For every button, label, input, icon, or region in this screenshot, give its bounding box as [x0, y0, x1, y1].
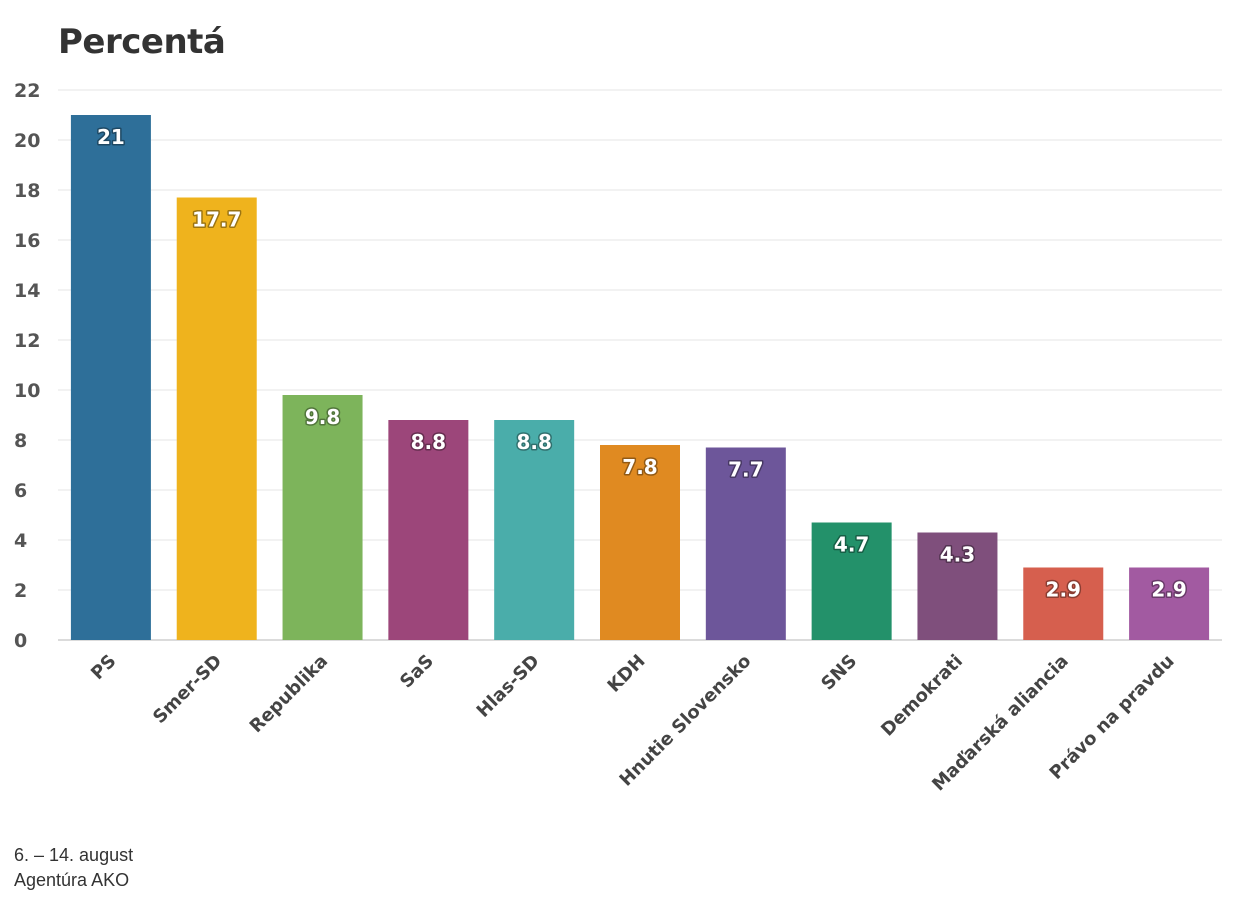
- bar-value-label: 21: [97, 125, 125, 149]
- y-tick-label: 20: [14, 130, 40, 152]
- y-tick-label: 16: [14, 230, 40, 252]
- y-tick-label: 8: [14, 430, 27, 452]
- y-tick-label: 4: [14, 530, 27, 552]
- bars: [70, 115, 1210, 640]
- bar: [282, 395, 363, 640]
- x-tick-label: KDH: [604, 651, 650, 697]
- bar-value-label: 4.3: [940, 543, 975, 567]
- chart-title: Percentá: [58, 22, 226, 62]
- bar-chart: 0 2 4 6 8 10 12 14 16 18 20 22 21 17.7 9.8 8.8 8.8 7.8 7.…: [14, 80, 1222, 796]
- y-axis-ticks: 0 2 4 6 8 10 12 14 16 18 20 22: [14, 80, 40, 652]
- bar: [705, 447, 786, 640]
- bar-value-label: 17.7: [192, 208, 241, 232]
- bar: [176, 197, 257, 640]
- y-tick-label: 18: [14, 180, 40, 202]
- chart-footer: 6. – 14. august Agentúra AKO: [14, 843, 133, 893]
- bar-value-label: 7.7: [728, 458, 763, 482]
- bar: [811, 522, 892, 640]
- bar-value-label: 2.9: [1151, 578, 1186, 602]
- y-tick-label: 2: [14, 580, 27, 602]
- x-tick-label: SaS: [396, 651, 438, 693]
- x-tick-label: Hlas-SD: [473, 651, 544, 722]
- bar: [388, 420, 469, 640]
- bar-value-label: 7.8: [622, 455, 657, 479]
- bar-value-label: 8.8: [411, 430, 446, 454]
- bar-value-label: 9.8: [305, 405, 340, 429]
- value-labels: 21 17.7 9.8 8.8 8.8 7.8 7.7 4.7 4.3 2.9 2.9: [95, 124, 1188, 604]
- x-tick-label: Demokrati: [877, 651, 967, 741]
- y-tick-label: 6: [14, 480, 27, 502]
- bar-value-label: 8.8: [516, 430, 551, 454]
- bar: [1129, 567, 1210, 640]
- source-note: Agentúra AKO: [14, 870, 130, 890]
- date-range-note: 6. – 14. august: [14, 845, 134, 865]
- y-tick-label: 12: [14, 330, 40, 352]
- y-tick-label: 0: [14, 630, 27, 652]
- bar-value-label: 2.9: [1046, 578, 1081, 602]
- bar: [600, 445, 680, 640]
- bar-value-label: 4.7: [834, 533, 869, 557]
- y-tick-label: 22: [14, 80, 40, 102]
- x-tick-label: Smer-SD: [149, 651, 226, 728]
- x-tick-label: PS: [87, 651, 120, 684]
- bar: [494, 420, 575, 640]
- bar: [917, 532, 998, 640]
- x-tick-label: Republika: [246, 651, 332, 737]
- y-tick-label: 14: [14, 280, 40, 302]
- bar: [1023, 567, 1104, 640]
- bar: [70, 115, 151, 640]
- x-tick-label: SNS: [817, 651, 861, 695]
- y-tick-label: 10: [14, 380, 40, 402]
